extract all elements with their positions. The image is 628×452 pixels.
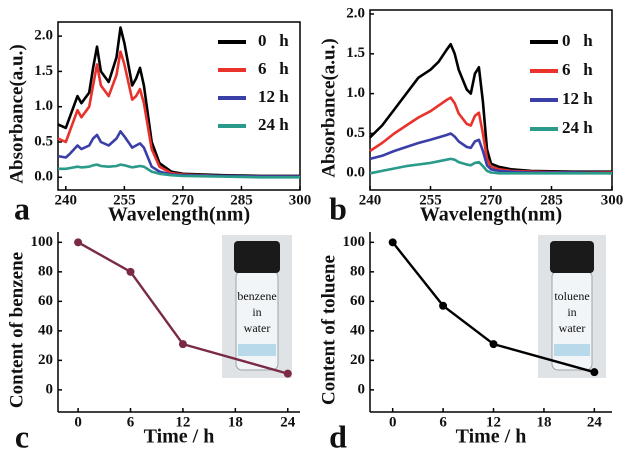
x-tick-label: 270 xyxy=(172,192,195,208)
marker xyxy=(178,340,187,349)
y-axis-title: Absorbance(a.u.) xyxy=(318,38,339,177)
x-tick-label: 0 xyxy=(389,414,397,430)
series-line xyxy=(57,26,300,178)
y-tick-label: 0.5 xyxy=(34,133,53,149)
legend-label: 12 h xyxy=(258,87,289,106)
y-tick-label: 20 xyxy=(38,352,53,368)
legend-label: 0 h xyxy=(258,31,289,50)
y-axis-title: Content of toluene xyxy=(318,255,339,405)
inset-text: in xyxy=(567,305,576,319)
y-tick-label: 40 xyxy=(350,322,365,338)
y-tick-label: 20 xyxy=(350,352,365,368)
y-tick-label: 0.0 xyxy=(34,169,53,185)
inset-text: water xyxy=(559,321,586,335)
y-tick-label: 1.0 xyxy=(34,98,53,114)
x-tick-label: 12 xyxy=(486,414,501,430)
legend-label: 24 h xyxy=(258,115,289,134)
legend-label: 24 h xyxy=(562,118,593,137)
marker xyxy=(590,368,599,377)
x-tick-label: 6 xyxy=(127,414,135,430)
x-tick-label: 285 xyxy=(230,192,253,208)
legend-label: 6 h xyxy=(562,60,593,79)
panel-label: a xyxy=(14,190,30,226)
y-tick-label: 0.0 xyxy=(346,165,365,181)
vial-cap xyxy=(234,241,280,273)
series-line xyxy=(58,163,300,179)
y-tick-label: 1.0 xyxy=(346,85,365,101)
legend-label: 0 h xyxy=(562,31,593,50)
vial-liquid xyxy=(238,344,276,356)
inset-text: toluene xyxy=(554,289,589,303)
marker xyxy=(74,238,83,247)
x-tick-label: 18 xyxy=(536,414,551,430)
inset-text: benzene xyxy=(237,289,276,303)
series-line xyxy=(369,96,612,174)
panel-label: c xyxy=(15,418,29,452)
x-axis-title: Time / h xyxy=(456,426,527,448)
legend-label: 6 h xyxy=(258,59,289,78)
y-tick-label: 2.0 xyxy=(346,5,365,21)
y-tick-label: 1.5 xyxy=(346,45,365,61)
marker xyxy=(489,340,498,349)
x-tick-label: 12 xyxy=(175,414,190,430)
series-line xyxy=(77,241,289,375)
y-tick-label: 100 xyxy=(31,234,54,250)
x-tick-label: 6 xyxy=(439,414,447,430)
series-line xyxy=(391,241,595,374)
x-tick-label: 0 xyxy=(74,414,82,430)
y-tick-label: 60 xyxy=(350,293,365,309)
x-tick-label: 300 xyxy=(289,192,312,208)
x-tick-label: 270 xyxy=(480,192,503,208)
vial-cap xyxy=(550,241,594,273)
y-tick-label: 0.5 xyxy=(346,125,365,141)
marker xyxy=(388,238,397,247)
series-line xyxy=(57,130,300,178)
x-tick-label: 255 xyxy=(419,192,442,208)
y-tick-label: 2.0 xyxy=(34,28,53,44)
inset-text: water xyxy=(244,321,271,335)
vial-liquid xyxy=(554,344,590,356)
series-line xyxy=(369,42,612,173)
y-tick-label: 1.5 xyxy=(34,63,53,79)
x-axis-title: Wavelength(nm) xyxy=(420,204,562,226)
y-tick-label: 40 xyxy=(38,322,53,338)
x-tick-label: 285 xyxy=(540,192,563,208)
x-tick-label: 240 xyxy=(55,192,78,208)
x-axis-title: Wavelength(nm) xyxy=(108,204,250,226)
x-tick-label: 255 xyxy=(113,192,136,208)
marker xyxy=(283,369,292,378)
y-tick-label: 0 xyxy=(358,381,366,397)
x-tick-label: 18 xyxy=(228,414,243,430)
y-tick-label: 80 xyxy=(350,263,365,279)
x-axis-title: Time / h xyxy=(144,426,215,448)
series-line xyxy=(369,157,612,175)
panel-label: d xyxy=(329,418,347,452)
x-tick-label: 24 xyxy=(587,414,603,430)
y-tick-label: 60 xyxy=(38,293,53,309)
legend-label: 12 h xyxy=(562,89,593,108)
y-axis-title: Content of benzene xyxy=(6,252,27,408)
marker xyxy=(126,267,135,276)
marker xyxy=(439,301,448,310)
y-tick-label: 80 xyxy=(38,263,53,279)
y-tick-label: 100 xyxy=(343,234,366,250)
inset-text: in xyxy=(252,305,261,319)
series-line xyxy=(369,132,613,175)
x-tick-label: 300 xyxy=(601,192,624,208)
x-tick-label: 24 xyxy=(280,414,296,430)
x-tick-label: 240 xyxy=(359,192,382,208)
y-axis-title: Absorbance(a.u.) xyxy=(6,44,27,183)
y-tick-label: 0 xyxy=(46,381,54,397)
panel-label: b xyxy=(329,190,347,226)
